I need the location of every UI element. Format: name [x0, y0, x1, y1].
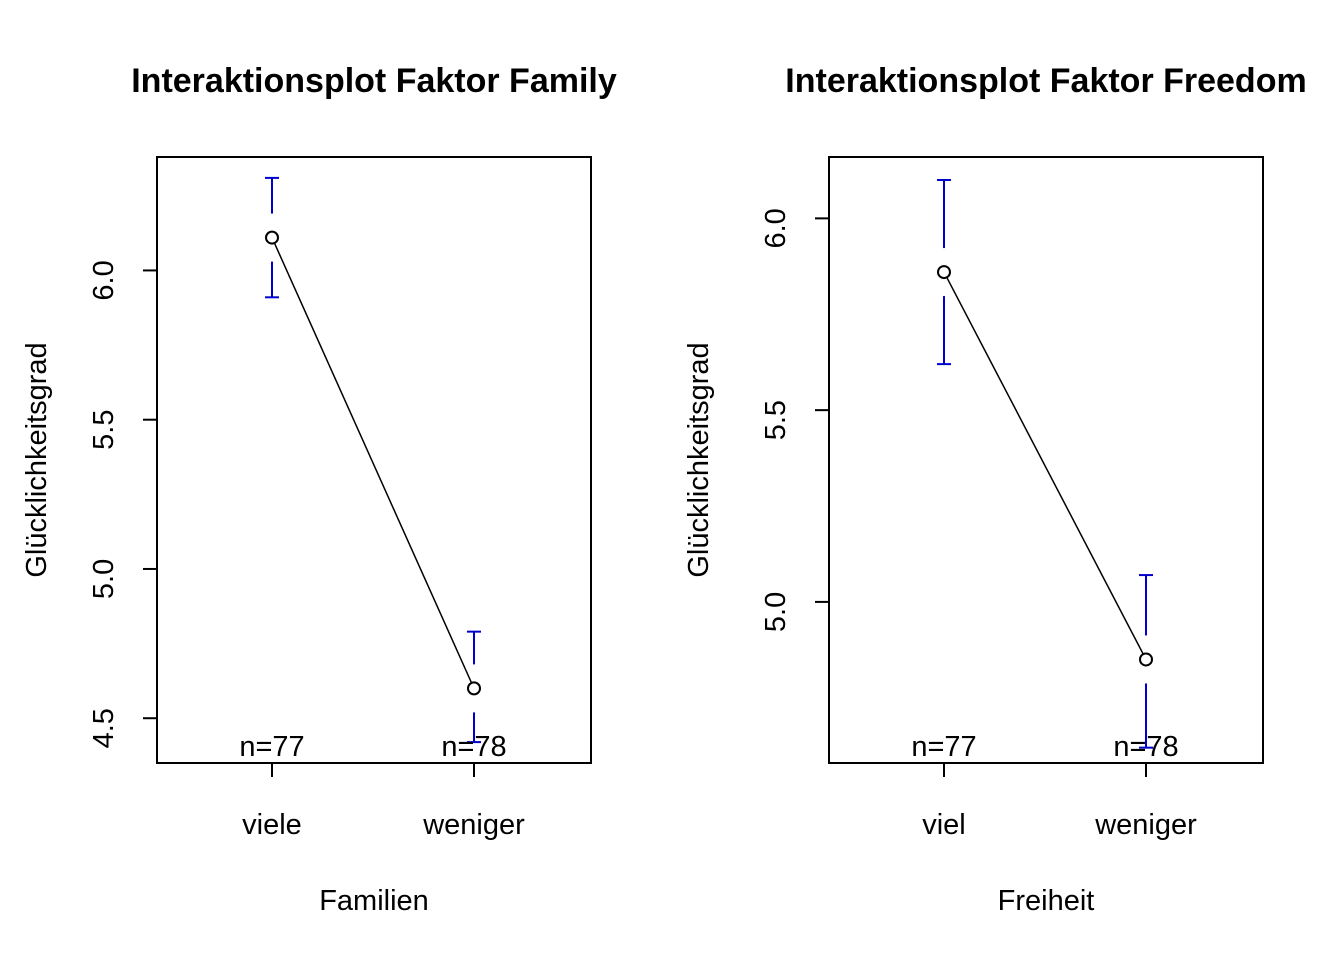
plot-frame: [156, 156, 592, 764]
series-line: [271, 237, 475, 689]
error-bar: [1139, 574, 1153, 749]
error-bar: [937, 179, 951, 366]
data-point: [265, 230, 279, 245]
series-line: [943, 271, 1147, 660]
y-tick-label: 4.5: [88, 708, 120, 748]
x-axis-label: Freiheit: [998, 885, 1095, 917]
y-tick-label: 5.0: [760, 592, 792, 632]
x-tick-label: viel: [922, 809, 966, 841]
n-label: n=78: [441, 731, 506, 763]
n-label: n=77: [911, 731, 976, 763]
error-bar: [265, 176, 279, 299]
y-axis-label: Glücklichkeitsgrad: [21, 342, 53, 577]
chart-title: Interaktionsplot Faktor Freedom: [785, 62, 1306, 100]
plot-frame: [828, 156, 1264, 764]
x-tick-label: weniger: [422, 809, 525, 841]
error-bar: [467, 630, 481, 744]
chart-panel-freedom: Interaktionsplot Faktor Freedom Freiheit…: [683, 62, 1307, 917]
y-tick-label: 5.5: [88, 410, 120, 450]
chart-title: Interaktionsplot Faktor Family: [131, 62, 617, 100]
chart-panel-family: Interaktionsplot Faktor Family Familien …: [21, 62, 617, 917]
y-tick-label: 5.5: [760, 400, 792, 440]
x-axis-label: Familien: [319, 885, 429, 917]
x-tick-label: viele: [242, 809, 302, 841]
data-point: [937, 265, 951, 280]
x-tick-label: weniger: [1094, 809, 1197, 841]
data-point: [1139, 652, 1153, 667]
data-point: [467, 681, 481, 696]
marks-family: 4.5 5.0 5.5 6.0 viele weniger n=77 n=78: [88, 176, 525, 841]
y-tick-label: 6.0: [88, 260, 120, 300]
y-tick-label: 5.0: [88, 559, 120, 599]
y-tick-label: 6.0: [760, 208, 792, 248]
n-label: n=78: [1113, 731, 1178, 763]
n-label: n=77: [239, 731, 304, 763]
y-axis-label: Glücklichkeitsgrad: [683, 342, 715, 577]
marks-freedom: 5.0 5.5 6.0 viel weniger n=77 n=78: [760, 179, 1197, 841]
